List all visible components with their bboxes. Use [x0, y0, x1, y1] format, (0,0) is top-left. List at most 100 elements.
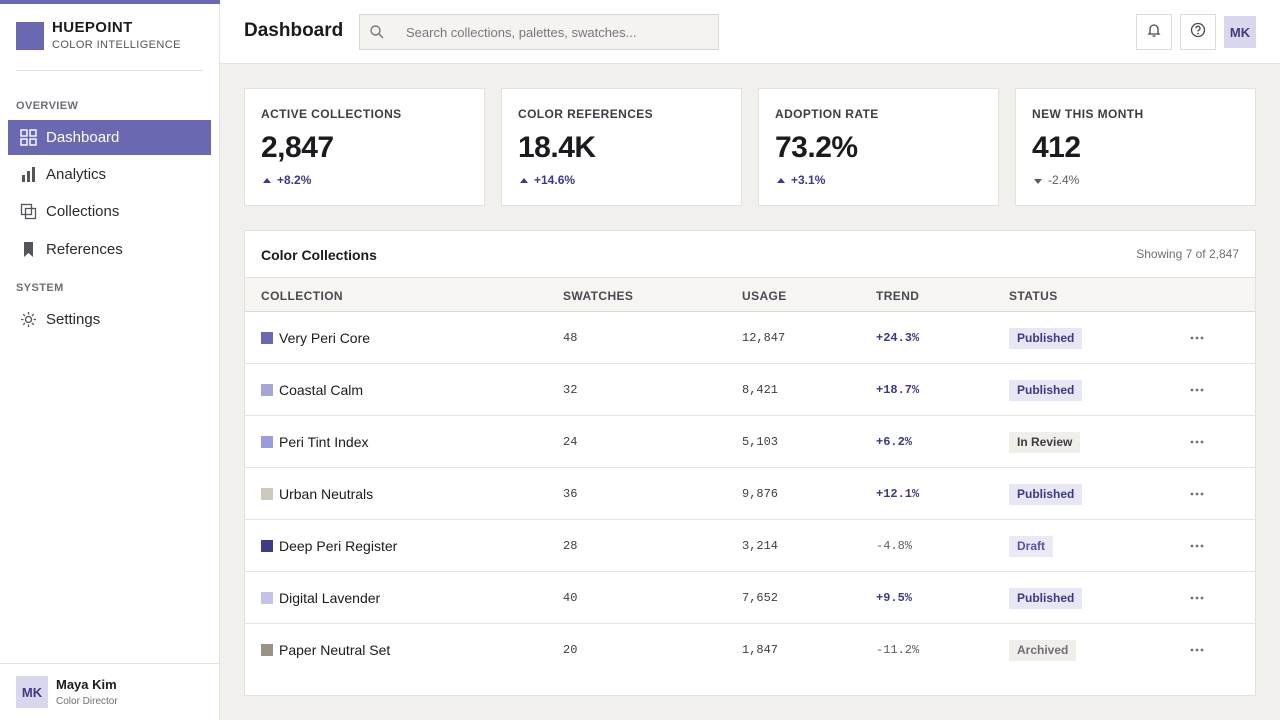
column-header-status[interactable]: STATUS	[1009, 289, 1058, 303]
swatches-cell: 28	[563, 520, 577, 572]
usage-count: 8,421	[742, 383, 779, 397]
stat-delta: +3.1%	[777, 173, 825, 187]
sidebar-item-analytics[interactable]: Analytics	[8, 157, 211, 192]
column-header-collection[interactable]: COLLECTION	[261, 289, 343, 303]
sidebar-item-collections[interactable]: Collections	[8, 194, 211, 229]
actions-cell	[1185, 416, 1209, 468]
trend-cell: -11.2%	[876, 624, 919, 676]
brand: HUEPOINT COLOR INTELLIGENCE	[16, 20, 181, 51]
actions-cell	[1185, 364, 1209, 416]
stat-card-active-collections: ACTIVE COLLECTIONS 2,847 +8.2%	[244, 88, 485, 206]
avatar[interactable]: MK	[1224, 16, 1256, 48]
table-row[interactable]: Paper Neutral Set 20 1,847 -11.2% Archived	[245, 624, 1255, 676]
table-row[interactable]: Deep Peri Register 28 3,214 -4.8% Draft	[245, 520, 1255, 572]
more-actions-icon[interactable]	[1185, 638, 1209, 662]
more-actions-icon[interactable]	[1185, 430, 1209, 454]
collection-name[interactable]: Paper Neutral Set	[279, 642, 391, 658]
status-cell: Published	[1009, 312, 1083, 364]
stat-value: 18.4K	[518, 131, 596, 164]
collection-name[interactable]: Peri Tint Index	[279, 434, 369, 450]
brand-name: HUEPOINT	[52, 19, 133, 36]
layers-icon	[20, 203, 37, 220]
collection-name[interactable]: Very Peri Core	[279, 330, 371, 346]
collection-name[interactable]: Urban Neutrals	[279, 486, 374, 502]
trend-cell: +9.5%	[876, 572, 912, 624]
sidebar-item-label: References	[46, 241, 123, 258]
swatches-cell: 32	[563, 364, 577, 416]
nav-section-system: SYSTEM	[16, 282, 64, 294]
status-badge: In Review	[1009, 431, 1081, 453]
more-actions-icon[interactable]	[1185, 534, 1209, 558]
trend-cell: -4.8%	[876, 520, 912, 572]
status-cell: Published	[1009, 572, 1083, 624]
table-header: COLLECTION SWATCHES USAGE TREND STATUS	[245, 277, 1255, 312]
usage-count: 5,103	[742, 435, 779, 449]
stat-delta: -2.4%	[1034, 173, 1079, 187]
trend-up-icon	[777, 177, 785, 183]
search-box[interactable]	[359, 14, 719, 50]
sidebar-item-settings[interactable]: Settings	[8, 302, 211, 337]
color-swatch	[261, 332, 273, 344]
usage-count: 3,214	[742, 539, 779, 553]
notifications-button[interactable]	[1136, 14, 1172, 50]
more-actions-icon[interactable]	[1185, 586, 1209, 610]
table-row[interactable]: Very Peri Core 48 12,847 +24.3% Published	[245, 312, 1255, 364]
actions-cell	[1185, 572, 1209, 624]
status-badge: Published	[1009, 327, 1083, 349]
column-header-swatches[interactable]: SWATCHES	[563, 289, 634, 303]
column-header-trend[interactable]: TREND	[876, 289, 920, 303]
stat-delta-value: +8.2%	[277, 173, 312, 187]
column-header-usage[interactable]: USAGE	[742, 289, 787, 303]
trend-value: -11.2%	[876, 643, 920, 657]
collections-panel: Color Collections Showing 7 of 2,847 COL…	[244, 230, 1256, 696]
swatches-cell: 48	[563, 312, 577, 364]
actions-cell	[1185, 312, 1209, 364]
swatch-count: 24	[563, 435, 578, 449]
actions-cell	[1185, 520, 1209, 572]
stat-delta: +8.2%	[263, 173, 311, 187]
divider	[16, 70, 203, 71]
trend-cell: +6.2%	[876, 416, 912, 468]
sidebar-item-references[interactable]: References	[8, 232, 211, 267]
trend-cell: +18.7%	[876, 364, 919, 416]
table-row[interactable]: Peri Tint Index 24 5,103 +6.2% In Review	[245, 416, 1255, 468]
user-profile[interactable]: MK Maya Kim Color Director	[0, 663, 219, 720]
search-input[interactable]	[406, 15, 706, 49]
usage-cell: 8,421	[742, 364, 778, 416]
sidebar-item-label: Collections	[46, 203, 120, 220]
collection-name[interactable]: Coastal Calm	[279, 382, 364, 398]
collection-name[interactable]: Deep Peri Register	[279, 538, 398, 554]
swatch-count: 20	[563, 643, 578, 657]
panel-meta: Showing 7 of 2,847	[1136, 247, 1239, 261]
collection-name[interactable]: Digital Lavender	[279, 590, 381, 606]
stat-label: COLOR REFERENCES	[518, 107, 654, 121]
sidebar: HUEPOINT COLOR INTELLIGENCE OVERVIEW Das…	[0, 0, 220, 720]
table-row[interactable]: Urban Neutrals 36 9,876 +12.1% Published	[245, 468, 1255, 520]
avatar: MK	[16, 676, 48, 708]
sidebar-accent-bar	[0, 0, 220, 4]
stat-value: 73.2%	[775, 131, 858, 164]
status-badge: Archived	[1009, 639, 1077, 661]
more-actions-icon[interactable]	[1185, 378, 1209, 402]
stat-card-adoption-rate: ADOPTION RATE 73.2% +3.1%	[758, 88, 999, 206]
color-swatch	[261, 384, 273, 396]
collection-cell: Paper Neutral Set	[261, 624, 390, 676]
status-badge: Published	[1009, 483, 1083, 505]
sidebar-item-dashboard[interactable]: Dashboard	[8, 120, 211, 155]
more-actions-icon[interactable]	[1185, 326, 1209, 350]
trend-up-icon	[520, 177, 528, 183]
gear-icon	[20, 311, 37, 328]
stat-card-color-references: COLOR REFERENCES 18.4K +14.6%	[501, 88, 742, 206]
sidebar-item-label: Analytics	[46, 166, 107, 183]
help-button[interactable]	[1180, 14, 1216, 50]
swatches-cell: 40	[563, 572, 577, 624]
swatches-cell: 24	[563, 416, 577, 468]
table-row[interactable]: Digital Lavender 40 7,652 +9.5% Published	[245, 572, 1255, 624]
usage-count: 9,876	[742, 487, 779, 501]
status-cell: In Review	[1009, 416, 1081, 468]
trend-down-icon	[1034, 178, 1042, 184]
more-actions-icon[interactable]	[1185, 482, 1209, 506]
trend-value: +12.1%	[876, 487, 920, 501]
table-row[interactable]: Coastal Calm 32 8,421 +18.7% Published	[245, 364, 1255, 416]
color-swatch	[261, 592, 273, 604]
